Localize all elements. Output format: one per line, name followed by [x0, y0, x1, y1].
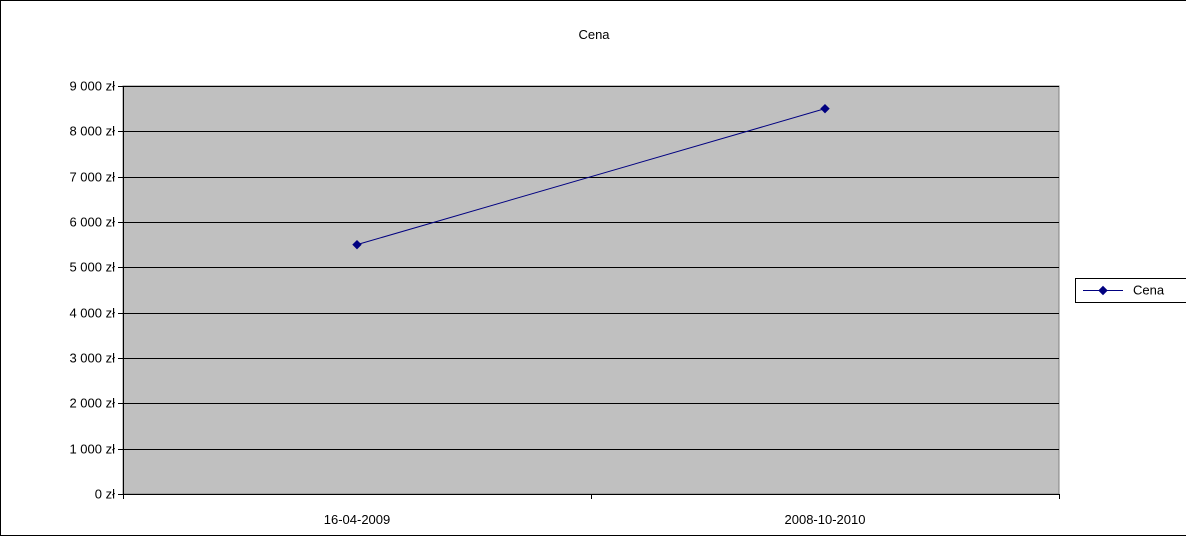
chart-title: Cena	[578, 27, 610, 42]
y-tick-label: 7 000 zł	[69, 170, 115, 185]
legend: Cena	[1076, 279, 1186, 303]
y-tick-label: 5 000 zł	[69, 260, 115, 275]
y-tick-label: 8 000 zł	[69, 124, 115, 139]
y-tick-label: 6 000 zł	[69, 215, 115, 230]
y-tick-label: 9 000 zł	[69, 79, 115, 94]
plot-background	[123, 86, 1059, 494]
legend-label: Cena	[1133, 283, 1165, 298]
plot-area: 0 zł 1 000 zł 2 000 zł 3 000 zł 4 000 zł 5 00…	[69, 79, 1059, 528]
y-tick-label: 2 000 zł	[69, 396, 115, 411]
y-tick-label: 1 000 zł	[69, 442, 115, 457]
x-tick-label: 16-04-2009	[324, 512, 391, 527]
y-tick-label: 3 000 zł	[69, 351, 115, 366]
y-tick-label: 0 zł	[95, 487, 115, 502]
x-tick-label: 2008-10-2010	[785, 512, 866, 527]
y-tick-label: 4 000 zł	[69, 306, 115, 321]
